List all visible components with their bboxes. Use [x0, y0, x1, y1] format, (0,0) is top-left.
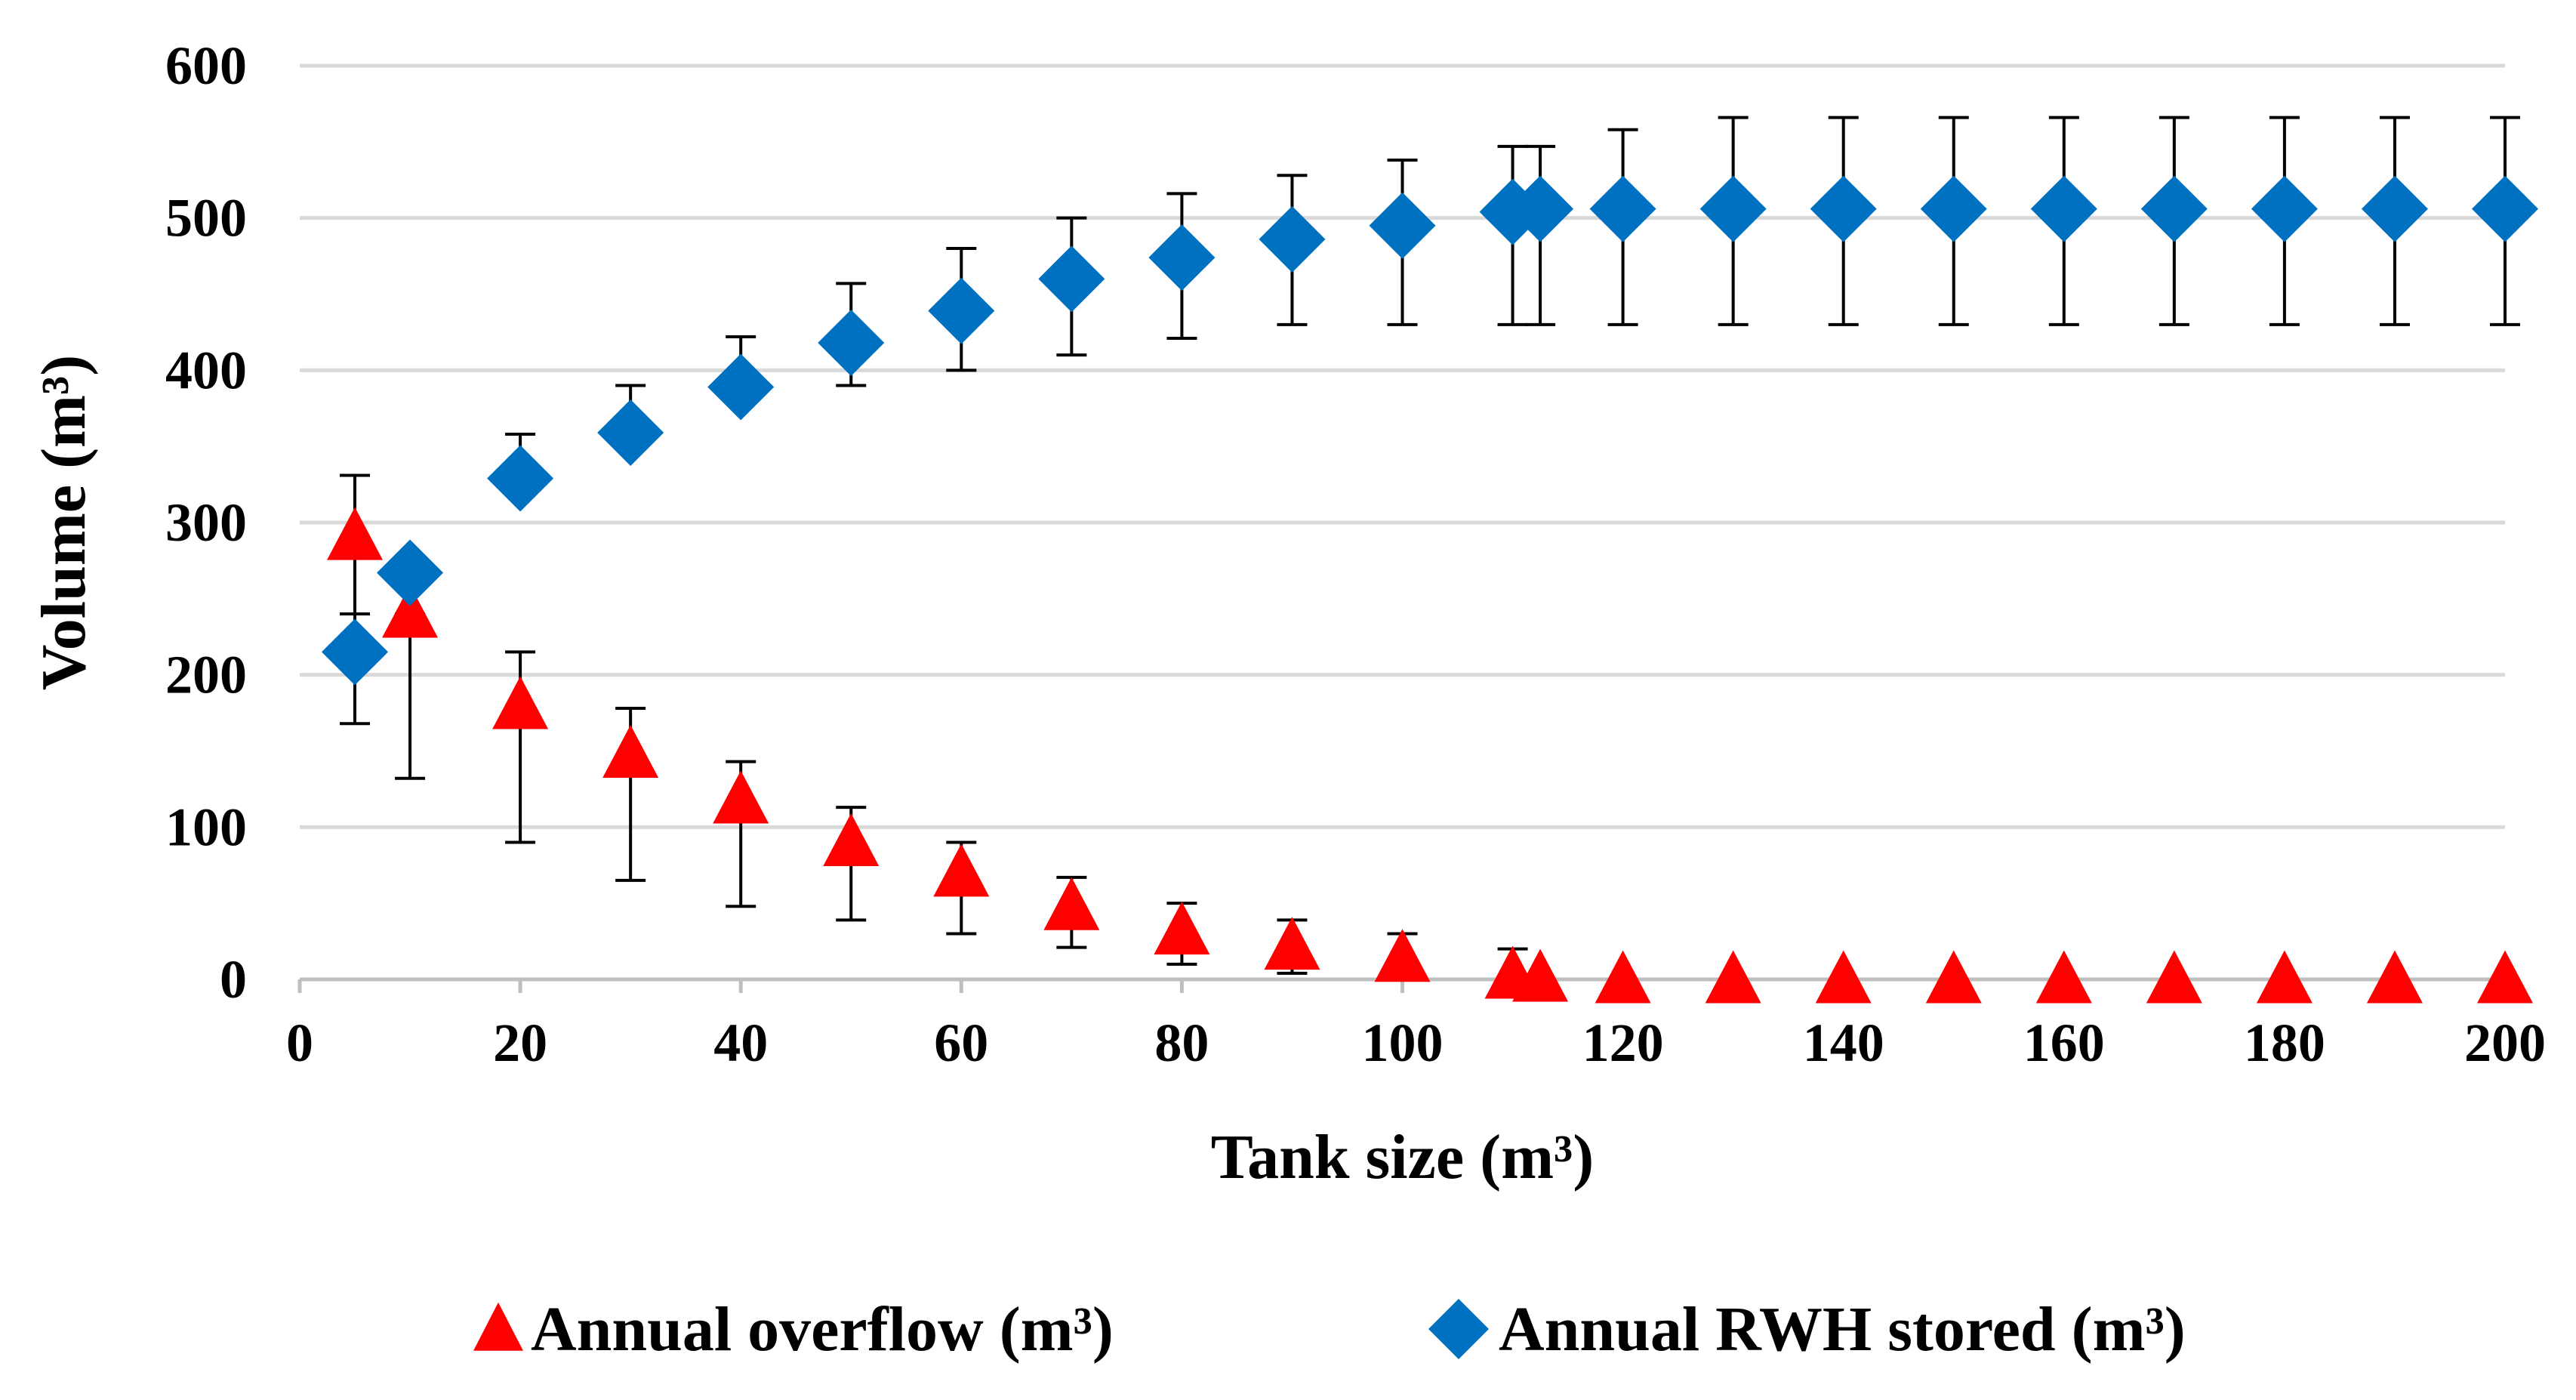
legend: Annual overflow (m³) Annual RWH stored (… [473, 1294, 2186, 1365]
y-axis-tick-labels: 0 100 200 300 400 500 600 [165, 35, 247, 1010]
rwh-stored-diamond-point [2030, 175, 2097, 242]
x-tick-label: 20 [493, 1013, 547, 1073]
error-bars [340, 116, 2520, 981]
x-tick-label: 180 [2244, 1013, 2325, 1073]
overflow-triangle-point [382, 584, 439, 638]
overflow-triangle-point [1925, 950, 1982, 1004]
overflow-triangle-point [1595, 950, 1651, 1004]
y-tick-label: 0 [220, 949, 247, 1010]
rwh-stored-diamond-point [597, 399, 664, 467]
rwh-stored-diamond-point [1920, 175, 1987, 242]
y-tick-label: 200 [165, 645, 247, 705]
y-tick-label: 600 [165, 35, 247, 96]
x-tick-label: 80 [1154, 1013, 1209, 1073]
rwh-stored-diamond-point [928, 277, 995, 344]
x-tick-label: 0 [286, 1013, 313, 1073]
rwh-stored-diamond-point [1038, 245, 1105, 313]
rwh-stored-diamond-point [1259, 205, 1326, 273]
rwh-stored-diamond-point [2472, 175, 2538, 242]
y-tick-label: 400 [165, 340, 247, 400]
legend-item-overflow: Annual overflow (m³) [473, 1294, 1114, 1365]
overflow-triangle-point [327, 507, 384, 560]
rwh-stored-diamond-point [1810, 175, 1877, 242]
x-tick-label: 200 [2464, 1013, 2546, 1073]
rwh-stored-diamond-point [1148, 224, 1216, 291]
overflow-triangle-point [2477, 950, 2533, 1004]
overflow-triangle-point [1815, 950, 1872, 1004]
rwh-stored-diamond-point [487, 445, 554, 512]
error-bar [395, 612, 426, 780]
overflow-triangle-point [933, 843, 990, 897]
overflow-triangle-point [602, 725, 659, 779]
x-axis-tick-labels: 0 20 40 60 80 100 120 140 160 180 200 [286, 1013, 2546, 1073]
overflow-triangle-point [1512, 948, 1569, 1002]
y-tick-label: 500 [165, 188, 247, 248]
x-tick-label: 140 [1803, 1013, 1884, 1073]
overflow-triangle-point [823, 813, 880, 866]
overflow-triangle-point [1374, 929, 1431, 982]
x-axis-title: Tank size (m³) [1211, 1122, 1594, 1192]
x-tick-label: 120 [1582, 1013, 1664, 1073]
x-tick-label: 40 [713, 1013, 768, 1073]
legend-item-rwh-stored: Annual RWH stored (m³) [1428, 1294, 2186, 1365]
y-tick-label: 100 [165, 797, 247, 857]
y-axis-title: Volume (m³) [29, 355, 99, 690]
overflow-triangle-point [2256, 950, 2313, 1004]
rwh-stored-diamond-point [1699, 175, 1767, 242]
overflow-triangle-point [1154, 901, 1210, 954]
overflow-triangle-point [1043, 877, 1100, 930]
rwh-stored-diamond-point [1369, 192, 1436, 259]
legend-diamond-marker [1428, 1299, 1489, 1359]
rwh-stored-diamond-point [2251, 175, 2318, 242]
rwh-stored-diamond-point [377, 539, 444, 606]
rwh-stored-diamond-point [2140, 175, 2208, 242]
rwh-stored-diamond-point [707, 353, 775, 421]
overflow-triangle-point [1264, 917, 1320, 970]
legend-label-rwh-stored: Annual RWH stored (m³) [1499, 1294, 2186, 1365]
rwh-stored-diamond-point [1589, 175, 1656, 242]
overflow-triangle-point [713, 770, 769, 824]
overflow-triangle-point [2366, 950, 2423, 1004]
legend-label-overflow: Annual overflow (m³) [531, 1294, 1114, 1365]
overflow-triangle-point [492, 676, 549, 729]
overflow-triangle-point [2035, 950, 2092, 1004]
x-tick-label: 60 [934, 1013, 988, 1073]
rwh-stored-diamond-point [1507, 175, 1574, 242]
rwh-stored-diamond-point [322, 618, 389, 686]
rwh-stored-diamond-point [818, 310, 885, 377]
x-tick-label: 160 [2023, 1013, 2105, 1073]
legend-triangle-marker [473, 1302, 523, 1351]
overflow-triangle-point [1705, 950, 1761, 1004]
x-tick-label: 100 [1362, 1013, 1444, 1073]
data-markers [322, 175, 2538, 1004]
y-tick-label: 300 [165, 492, 247, 553]
rwh-stored-diamond-point [2361, 175, 2428, 242]
overflow-triangle-point [2146, 950, 2202, 1004]
